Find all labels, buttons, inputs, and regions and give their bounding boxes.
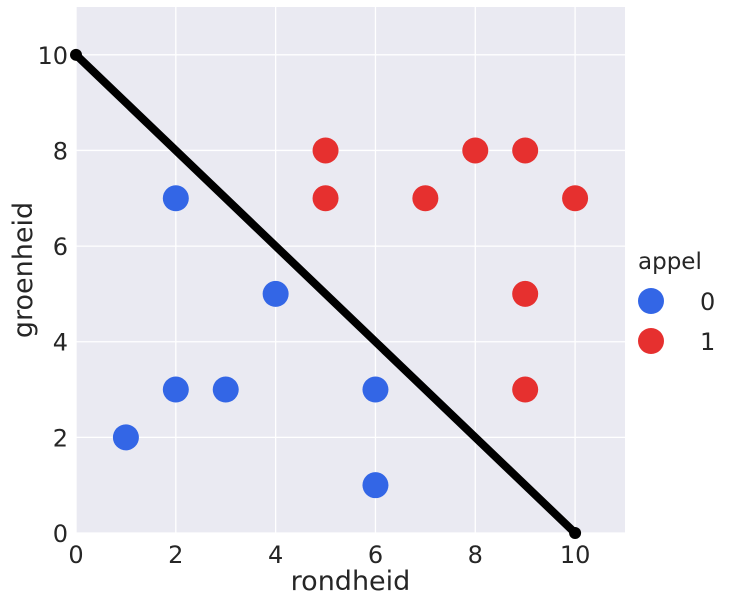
y-tick-label: 8 bbox=[53, 137, 68, 165]
legend: appel 0 1 bbox=[638, 249, 715, 356]
line-endpoint bbox=[569, 527, 582, 539]
x-tick-label: 0 bbox=[68, 541, 83, 569]
x-tick-label: 8 bbox=[468, 541, 483, 569]
grid-lines bbox=[75, 7, 625, 534]
data-point-1 bbox=[512, 137, 539, 164]
x-axis-label: rondheid bbox=[291, 566, 411, 597]
y-tick-labels: 0 2 4 6 8 10 bbox=[37, 42, 68, 548]
data-point-0 bbox=[112, 424, 139, 451]
legend-marker bbox=[638, 328, 664, 354]
y-tick-label: 10 bbox=[37, 42, 68, 70]
data-point-1 bbox=[562, 185, 589, 212]
y-tick-label: 6 bbox=[53, 233, 68, 261]
data-point-0 bbox=[362, 472, 389, 499]
x-tick-labels: 0 2 4 6 8 10 bbox=[68, 541, 590, 569]
x-tick-label: 2 bbox=[168, 541, 183, 569]
x-tick-label: 10 bbox=[560, 541, 591, 569]
legend-label: 1 bbox=[700, 328, 715, 356]
y-tick-label: 0 bbox=[53, 520, 68, 548]
legend-label: 0 bbox=[700, 288, 715, 316]
legend-marker bbox=[638, 288, 664, 314]
data-point-1 bbox=[512, 280, 539, 307]
legend-title: appel bbox=[638, 249, 702, 275]
y-tick-label: 2 bbox=[53, 424, 68, 452]
data-point-1 bbox=[412, 185, 439, 212]
y-tick-label: 4 bbox=[53, 329, 68, 357]
data-point-1 bbox=[512, 376, 539, 403]
y-axis-label: groenheid bbox=[8, 202, 39, 338]
data-points bbox=[112, 137, 589, 499]
plot-area bbox=[76, 7, 625, 533]
line-endpoint bbox=[70, 48, 82, 61]
line-segment bbox=[72, 50, 580, 537]
data-point-1 bbox=[462, 137, 489, 164]
x-tick-label: 6 bbox=[368, 541, 383, 569]
data-point-0 bbox=[362, 376, 389, 403]
x-tick-label: 4 bbox=[268, 541, 283, 569]
data-point-1 bbox=[312, 185, 339, 212]
data-point-0 bbox=[162, 376, 189, 403]
data-point-0 bbox=[212, 376, 239, 403]
data-point-0 bbox=[262, 280, 289, 307]
decision-line bbox=[70, 48, 582, 539]
data-point-1 bbox=[312, 137, 339, 164]
data-point-0 bbox=[162, 185, 189, 212]
